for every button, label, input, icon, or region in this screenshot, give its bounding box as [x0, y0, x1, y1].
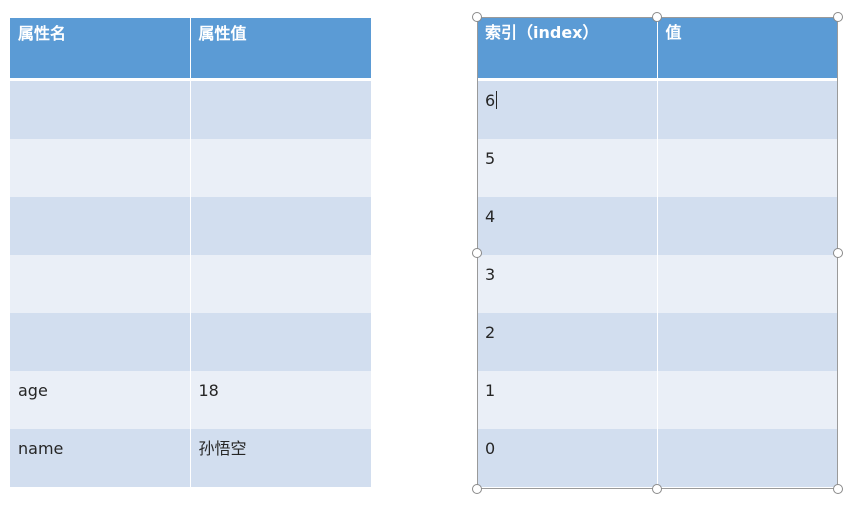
table-cell[interactable] [189, 313, 371, 371]
table-cell-name-name[interactable]: name [10, 429, 190, 487]
cell-text: 6 [485, 91, 496, 110]
table-row: 5 [477, 139, 838, 197]
table-row: name 孙悟空 [10, 429, 371, 487]
resize-handle-bottom-right[interactable] [833, 484, 843, 494]
table-cell[interactable] [189, 79, 371, 139]
table-cell[interactable] [189, 139, 371, 197]
table-row [10, 139, 371, 197]
table-cell[interactable] [656, 197, 838, 255]
table-row: 3 [477, 255, 838, 313]
resize-handle-right[interactable] [833, 248, 843, 258]
table-row: age 18 [10, 371, 371, 429]
table-row: 6 [477, 79, 838, 139]
table-row [10, 313, 371, 371]
table-row [10, 255, 371, 313]
table-cell[interactable] [10, 197, 190, 255]
table-cell[interactable] [656, 139, 838, 197]
text-cursor [496, 91, 498, 109]
table-cell-index[interactable]: 2 [477, 313, 657, 371]
table-cell-age-value[interactable]: 18 [189, 371, 371, 429]
resize-handle-bottom[interactable] [652, 484, 662, 494]
table-cell-index[interactable]: 5 [477, 139, 657, 197]
table-cell-name-value[interactable]: 孙悟空 [189, 429, 371, 487]
table-cell-index-editing[interactable]: 6 [477, 79, 657, 139]
table-cell-index[interactable]: 3 [477, 255, 657, 313]
object-properties-table[interactable]: 属性名 属性值 [10, 18, 371, 487]
table-row [10, 79, 371, 139]
table-cell[interactable] [656, 255, 838, 313]
table-cell[interactable] [656, 313, 838, 371]
table-cell[interactable] [10, 255, 190, 313]
table-header-row: 索引（index） 值 [477, 17, 838, 81]
resize-handle-top-right[interactable] [833, 12, 843, 22]
table-row: 4 [477, 197, 838, 255]
table-cell-index[interactable]: 4 [477, 197, 657, 255]
table-cell-index[interactable]: 1 [477, 371, 657, 429]
table-cell[interactable] [10, 79, 190, 139]
table-cell-index[interactable]: 0 [477, 429, 657, 487]
table-cell[interactable] [189, 197, 371, 255]
table-row: 0 [477, 429, 838, 487]
table-cell[interactable] [10, 313, 190, 371]
resize-handle-left[interactable] [472, 248, 482, 258]
header-index[interactable]: 索引（index） [477, 17, 657, 81]
table-row: 1 [477, 371, 838, 429]
table-cell-age-name[interactable]: age [10, 371, 190, 429]
table-header-row: 属性名 属性值 [10, 18, 371, 81]
table-cell[interactable] [656, 429, 838, 487]
header-property-value[interactable]: 属性值 [189, 18, 371, 81]
table-row [10, 197, 371, 255]
resize-handle-top[interactable] [652, 12, 662, 22]
table-cell[interactable] [189, 255, 371, 313]
header-property-name[interactable]: 属性名 [10, 18, 190, 81]
header-value[interactable]: 值 [656, 17, 838, 81]
resize-handle-top-left[interactable] [472, 12, 482, 22]
array-index-table[interactable]: 索引（index） 值 6 5 4 3 2 [477, 17, 838, 487]
resize-handle-bottom-left[interactable] [472, 484, 482, 494]
table-row: 2 [477, 313, 838, 371]
table-cell[interactable] [10, 139, 190, 197]
table-cell[interactable] [656, 79, 838, 139]
table-cell[interactable] [656, 371, 838, 429]
